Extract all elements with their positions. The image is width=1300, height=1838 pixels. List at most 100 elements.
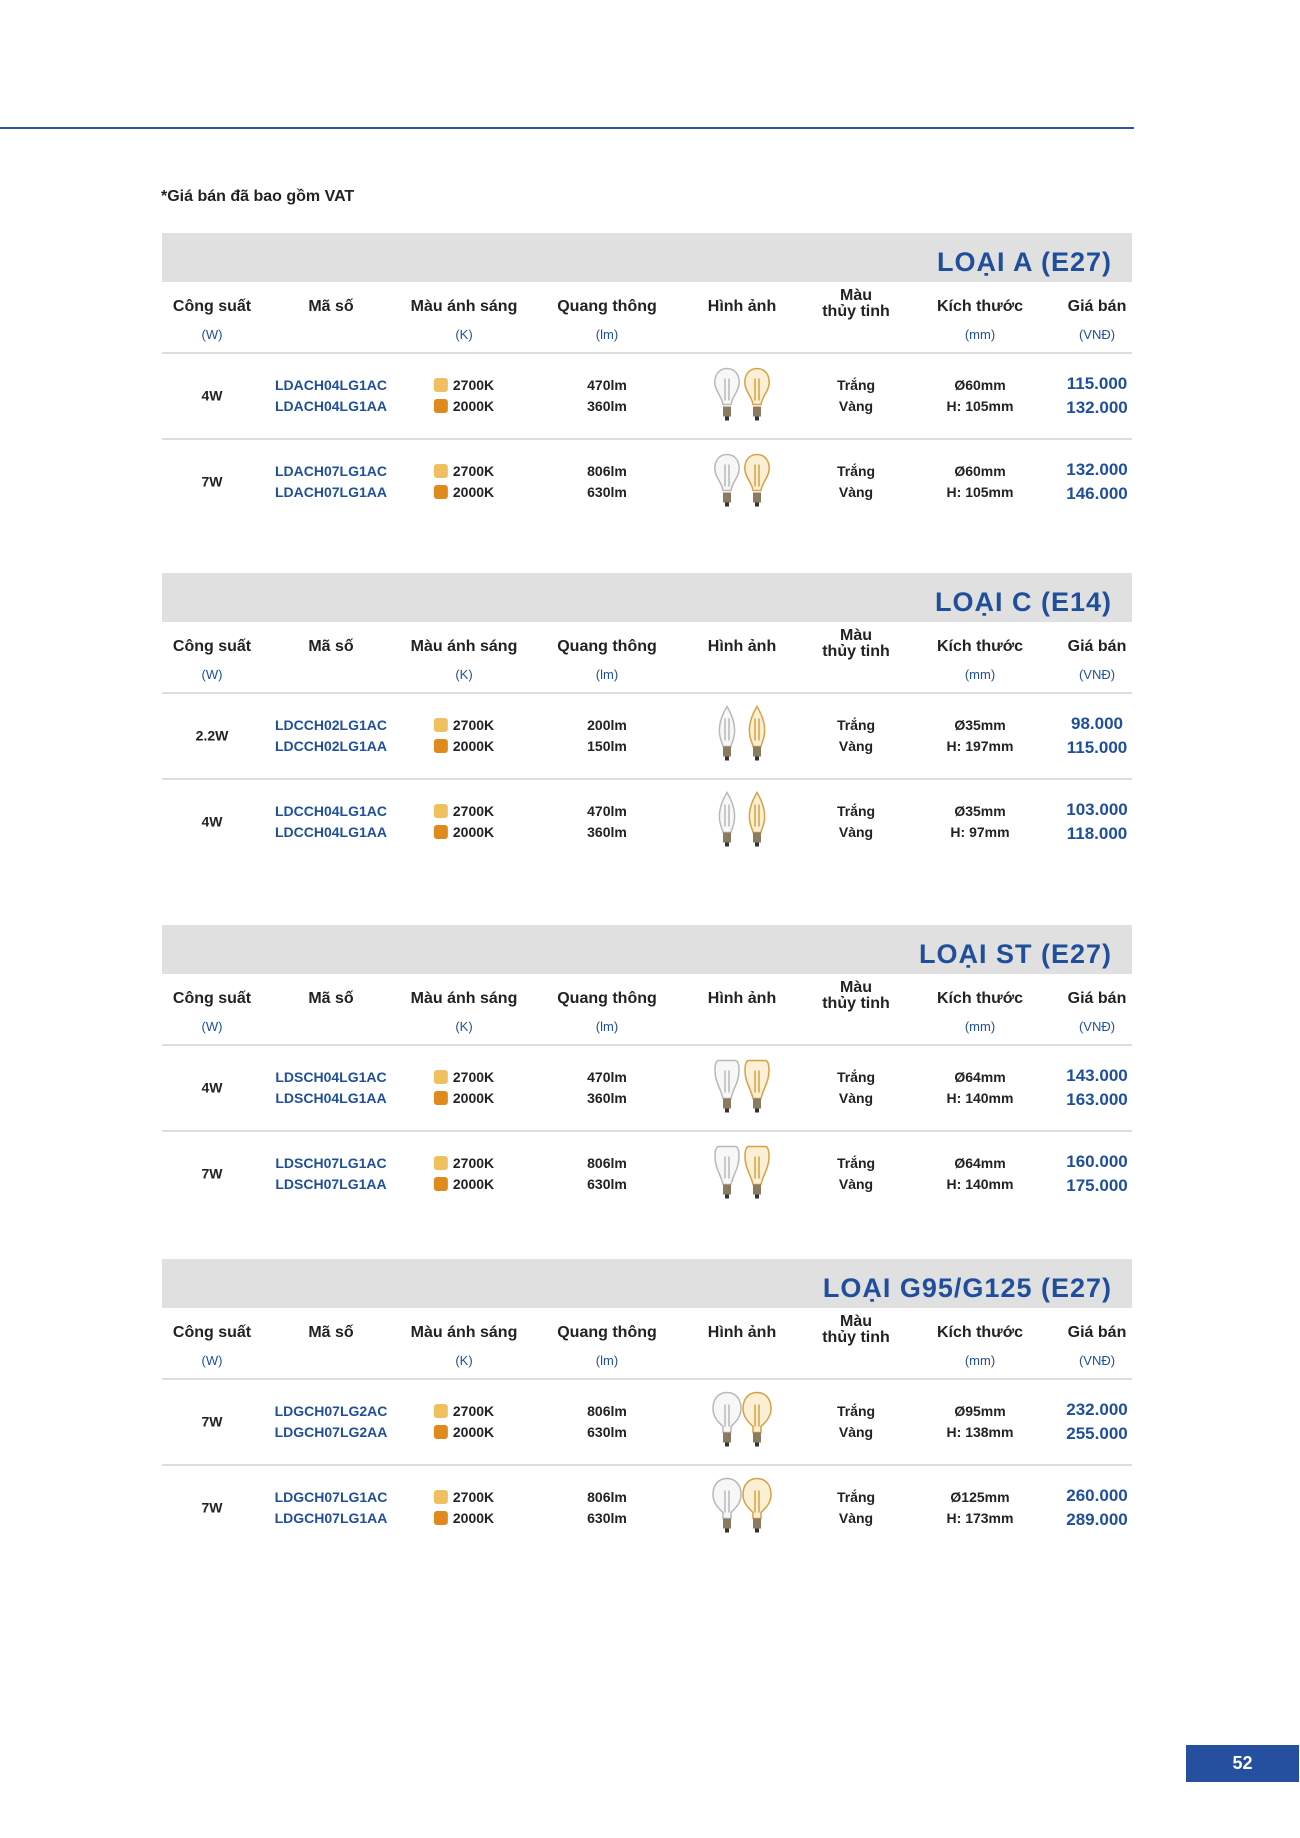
section-title: LOẠI A (E27)	[936, 247, 1112, 277]
bulb-images	[712, 450, 772, 515]
height: H: 138mm	[946, 1424, 1014, 1440]
product-codes: LDSCH07LG1AC LDSCH07LG1AA	[275, 1153, 386, 1195]
glass: Vàng	[838, 1090, 874, 1106]
swatch-icon	[433, 1177, 448, 1191]
swatch-icon	[433, 378, 448, 392]
power: 2.2W	[195, 727, 229, 744]
price: 98.000	[1070, 714, 1123, 733]
height: H: 105mm	[946, 398, 1014, 414]
product-code: LDSCH04LG1AC	[275, 1069, 387, 1085]
dimensions: Ø60mm H: 105mm	[947, 461, 1014, 503]
product-code: LDGCH07LG2AA	[274, 1424, 388, 1440]
swatch-icon	[433, 804, 448, 818]
bulb-images	[712, 364, 772, 429]
price: 115.000	[1066, 738, 1128, 757]
column-header: Giá bán	[1067, 298, 1127, 315]
glass: Trắng	[836, 717, 876, 733]
column-header: Mã số	[308, 298, 354, 315]
diameter: Ø35mm	[954, 717, 1006, 733]
column-header: Kích thước	[936, 990, 1024, 1007]
table-header: Công suất (W) Mã số Màu ánh sáng (K) Quang th…	[162, 622, 1132, 694]
glass: Vàng	[838, 398, 874, 414]
lumens: 470lm 360lm	[587, 375, 627, 417]
column-unit: (VNĐ)	[1078, 327, 1116, 342]
cct: 2700K	[452, 377, 495, 393]
bulb-images	[712, 1056, 772, 1121]
lumens: 806lm 630lm	[587, 461, 627, 503]
page-number: 52	[1186, 1745, 1299, 1782]
column-header: Màu thủy tinh	[822, 1313, 890, 1346]
column-unit: (K)	[455, 667, 473, 682]
section-title: LOẠI C (E14)	[934, 587, 1112, 617]
column-header: Màu thủy tinh	[822, 287, 890, 320]
lumen: 806lm	[587, 1403, 627, 1419]
bulb-images	[712, 704, 772, 769]
amber-bulb-icon	[742, 1477, 772, 1540]
swatch-icon	[433, 1091, 448, 1105]
amber-bulb-icon	[742, 453, 772, 514]
swatch-icon	[433, 739, 448, 753]
amber-bulb-icon	[742, 367, 772, 428]
amber-bulb-icon	[742, 1059, 772, 1120]
dimensions: Ø35mm H: 197mm	[947, 715, 1014, 757]
product-codes: LDCCH04LG1AC LDCCH04LG1AA	[275, 801, 387, 843]
lumen: 360lm	[587, 1090, 627, 1106]
glass: Trắng	[836, 1069, 876, 1085]
product-code: LDACH04LG1AC	[274, 377, 388, 393]
cct: 2700K	[452, 463, 495, 479]
product-code: LDGCH07LG1AC	[274, 1489, 388, 1505]
price: 118.000	[1066, 824, 1128, 843]
column-unit: (lm)	[595, 667, 619, 682]
section-a: LOẠI A (E27) Công suất (W) Mã số Màu ánh sá…	[162, 233, 1132, 524]
glass: Vàng	[838, 1424, 874, 1440]
product-code: LDACH07LG1AA	[274, 484, 388, 500]
table-row: 4W LDCCH04LG1AC LDCCH04LG1AA 2700K 2000K 4…	[162, 780, 1132, 864]
column-header: Công suất	[172, 638, 252, 655]
price: 255.000	[1066, 1424, 1128, 1443]
prices: 103.000 118.000	[1066, 798, 1127, 846]
table-row: 7W LDSCH07LG1AC LDSCH07LG1AA 2700K 2000K 8…	[162, 1132, 1132, 1216]
swatch-icon	[433, 1070, 448, 1084]
section-st: LOẠI ST (E27) Công suất (W) Mã số Màu ánh s…	[162, 925, 1132, 1216]
column-unit: (K)	[455, 327, 473, 342]
lumens: 806lm 630lm	[587, 1153, 627, 1195]
height: H: 173mm	[946, 1510, 1014, 1526]
lumen: 630lm	[587, 1176, 627, 1192]
clear-bulb-icon	[712, 367, 742, 428]
lumen: 806lm	[587, 463, 627, 479]
column-header: Công suất	[172, 1324, 252, 1341]
lumen: 630lm	[587, 1424, 627, 1440]
lumen: 806lm	[587, 1489, 627, 1505]
prices: 115.000 132.000	[1066, 372, 1127, 420]
product-code: LDSCH07LG1AC	[275, 1155, 387, 1171]
lumen: 630lm	[587, 484, 627, 500]
section-band: LOẠI C (E14)	[162, 573, 1132, 622]
column-unit: (lm)	[595, 327, 619, 342]
height: H: 140mm	[946, 1090, 1014, 1106]
amber-bulb-icon	[742, 1145, 772, 1206]
prices: 143.000 163.000	[1066, 1064, 1127, 1112]
column-unit: (W)	[201, 1019, 223, 1034]
amber-bulb-icon	[742, 705, 772, 768]
column-header: Công suất	[172, 990, 252, 1007]
column-header: Màu thủy tinh	[822, 627, 890, 660]
lumen: 200lm	[587, 717, 627, 733]
diameter: Ø64mm	[954, 1069, 1006, 1085]
glass-colors: Trắng Vàng	[837, 1401, 875, 1443]
section-title: LOẠI ST (E27)	[918, 939, 1112, 969]
cct: 2000K	[452, 1090, 495, 1106]
lumen: 360lm	[587, 824, 627, 840]
product-code: LDACH04LG1AA	[274, 398, 388, 414]
clear-bulb-icon	[712, 791, 742, 854]
cct: 2700K	[452, 1155, 495, 1171]
prices: 132.000 146.000	[1066, 458, 1127, 506]
cct: 2000K	[452, 1424, 495, 1440]
clear-bulb-icon	[712, 1391, 742, 1454]
section-band: LOẠI A (E27)	[162, 233, 1132, 282]
column-unit: (mm)	[964, 667, 996, 682]
column-header: Màu ánh sáng	[410, 638, 518, 655]
color-temps: 2700K 2000K	[433, 461, 495, 503]
cct: 2700K	[452, 803, 495, 819]
dimensions: Ø64mm H: 140mm	[947, 1153, 1014, 1195]
diameter: Ø64mm	[954, 1155, 1006, 1171]
